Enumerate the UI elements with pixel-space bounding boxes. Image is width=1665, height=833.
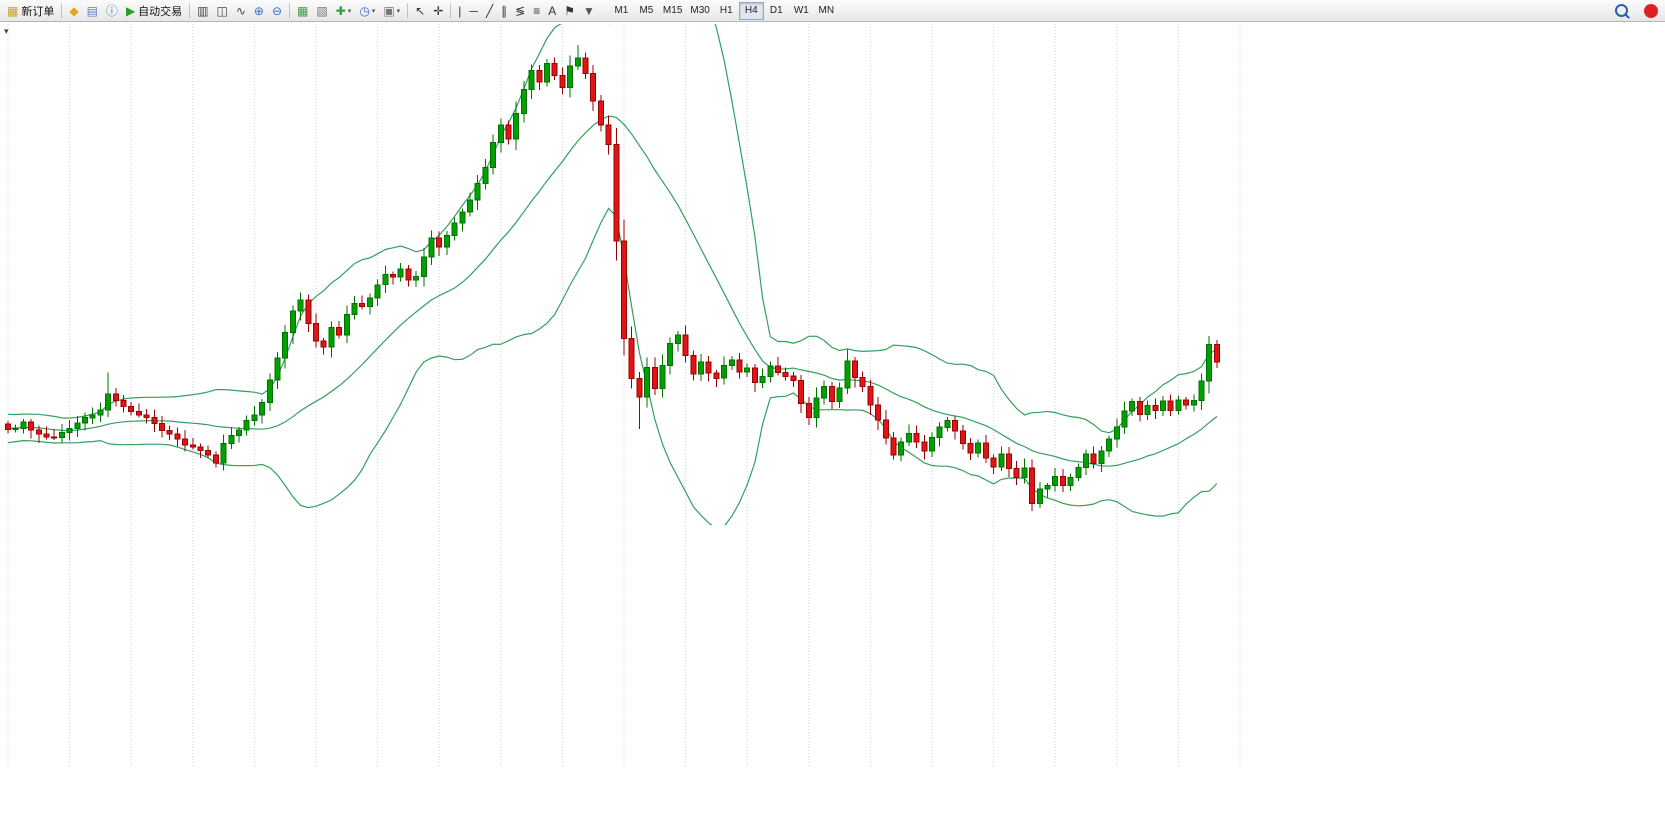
market-watch-icon: ◆ bbox=[69, 3, 79, 18]
periods-icon: ◷ bbox=[359, 3, 370, 18]
crosshair-button[interactable]: ✛ bbox=[429, 1, 447, 20]
bollinger-lower-line bbox=[7, 207, 1218, 525]
timeframe-h4-button[interactable]: H4 bbox=[738, 1, 764, 20]
arrows-dropdown-button[interactable]: ▼ bbox=[579, 1, 599, 20]
chart-area[interactable]: ▾ bbox=[0, 22, 1665, 833]
autotrade-icon: ▶ bbox=[125, 3, 136, 18]
trendline-button[interactable]: ╱ bbox=[482, 1, 497, 20]
text-button[interactable]: A bbox=[544, 1, 560, 20]
cursor-icon: ↖ bbox=[415, 3, 426, 18]
periods-button[interactable]: ◷ ▾ bbox=[355, 1, 379, 20]
data-window-button[interactable]: ▤ bbox=[83, 1, 102, 20]
dropdown-arrow-icon: ▾ bbox=[347, 7, 352, 15]
vertical-line-icon: | bbox=[458, 3, 462, 18]
main-toolbar: ▦ 新订单 ◆ ▤ ⓘ ▶ 自动交易 ▥ ◫ ∿ ⊕ ⊖ ▦ ▧ ✚ ▾ ◷ ▾ ▣ ▾ ↖ ✛ | ─ ╱ ∥ ≶ ≡ A ⚑ ▼ M1 M5… bbox=[0, 0, 1665, 22]
fibonacci-icon: ≶ bbox=[515, 3, 526, 18]
timeframe-m1-button[interactable]: M1 bbox=[609, 2, 634, 20]
bar-chart-icon: ▥ bbox=[197, 3, 209, 18]
fibonacci-button[interactable]: ≶ bbox=[511, 1, 529, 20]
crosshair-icon: ✛ bbox=[433, 3, 444, 18]
shapes-icon: ≡ bbox=[533, 3, 541, 18]
new-order-button[interactable]: ▦ 新订单 bbox=[3, 1, 58, 20]
data-window-icon: ▤ bbox=[86, 3, 98, 18]
trendline-icon: ╱ bbox=[485, 3, 494, 18]
arrows-dropdown-icon: ▼ bbox=[583, 3, 595, 18]
arrange-windows-icon: ▧ bbox=[316, 3, 328, 18]
toolbar-separator bbox=[450, 3, 452, 18]
tile-windows-icon: ▦ bbox=[297, 3, 309, 18]
templates-icon: ▣ bbox=[383, 3, 395, 18]
channel-button[interactable]: ∥ bbox=[497, 1, 511, 20]
channel-icon: ∥ bbox=[501, 3, 508, 18]
timeframe-m15-button[interactable]: M15 bbox=[659, 2, 686, 20]
zoom-in-button[interactable]: ⊕ bbox=[250, 1, 268, 20]
horizontal-line-icon: ─ bbox=[469, 3, 478, 18]
timeframe-mn-button[interactable]: MN bbox=[814, 2, 839, 20]
dropdown-arrow-icon: ▾ bbox=[396, 7, 401, 15]
timeframe-m30-button[interactable]: M30 bbox=[686, 2, 713, 20]
bar-chart-button[interactable]: ▥ bbox=[193, 1, 212, 20]
new-order-icon: ▦ bbox=[7, 3, 19, 18]
navigator-icon: ⓘ bbox=[105, 3, 118, 18]
autotrade-button-label: 自动交易 bbox=[138, 5, 183, 18]
candlestick-chart-icon: ◫ bbox=[216, 3, 228, 18]
bollinger-upper-line bbox=[7, 24, 1218, 434]
timeframe-group: M1 M5 M15 M30 H1 H4 D1 W1 MN bbox=[609, 1, 839, 20]
cursor-button[interactable]: ↖ bbox=[411, 1, 429, 20]
arrange-windows-button[interactable]: ▧ bbox=[312, 1, 331, 20]
bollinger-bands bbox=[7, 24, 1218, 525]
toolbar-separator bbox=[61, 3, 63, 18]
line-chart-button[interactable]: ∿ bbox=[232, 1, 250, 20]
label-icon: ⚑ bbox=[564, 3, 576, 18]
bollinger-middle-line bbox=[7, 115, 1218, 467]
templates-button[interactable]: ▣ ▾ bbox=[379, 1, 404, 20]
timeframe-h1-button[interactable]: H1 bbox=[714, 2, 739, 20]
toolbar-separator bbox=[289, 3, 291, 18]
market-watch-button[interactable]: ◆ bbox=[65, 1, 82, 20]
toolbar-separator bbox=[189, 3, 191, 18]
timeframe-w1-button[interactable]: W1 bbox=[789, 2, 814, 20]
dropdown-arrow-icon: ▾ bbox=[371, 7, 376, 15]
zoom-out-icon: ⊖ bbox=[271, 3, 283, 18]
vertical-line-button[interactable]: | bbox=[454, 1, 465, 20]
new-order-button-label: 新订单 bbox=[21, 5, 55, 18]
toolbar-separator bbox=[407, 3, 409, 18]
timeframe-d1-button[interactable]: D1 bbox=[764, 2, 789, 20]
candlesticks bbox=[5, 45, 1220, 511]
text-icon: A bbox=[548, 3, 557, 18]
autotrade-button[interactable]: ▶ 自动交易 bbox=[122, 1, 186, 20]
price-chart[interactable] bbox=[0, 22, 1665, 833]
line-chart-icon: ∿ bbox=[235, 3, 246, 18]
shapes-button[interactable]: ≡ bbox=[529, 1, 544, 20]
indicators-icon: ✚ bbox=[335, 3, 346, 18]
zoom-out-button[interactable]: ⊖ bbox=[268, 1, 286, 20]
zoom-in-icon: ⊕ bbox=[253, 3, 264, 18]
horizontal-line-button[interactable]: ─ bbox=[465, 1, 482, 20]
navigator-button[interactable]: ⓘ bbox=[102, 1, 122, 20]
label-button[interactable]: ⚑ bbox=[560, 1, 579, 20]
candlestick-chart-button[interactable]: ◫ bbox=[213, 1, 232, 20]
indicators-button[interactable]: ✚ ▾ bbox=[332, 1, 356, 20]
timeframe-m5-button[interactable]: M5 bbox=[634, 2, 659, 20]
search-icon[interactable] bbox=[1615, 4, 1628, 17]
notification-badge[interactable] bbox=[1644, 3, 1658, 18]
tile-windows-button[interactable]: ▦ bbox=[293, 1, 312, 20]
